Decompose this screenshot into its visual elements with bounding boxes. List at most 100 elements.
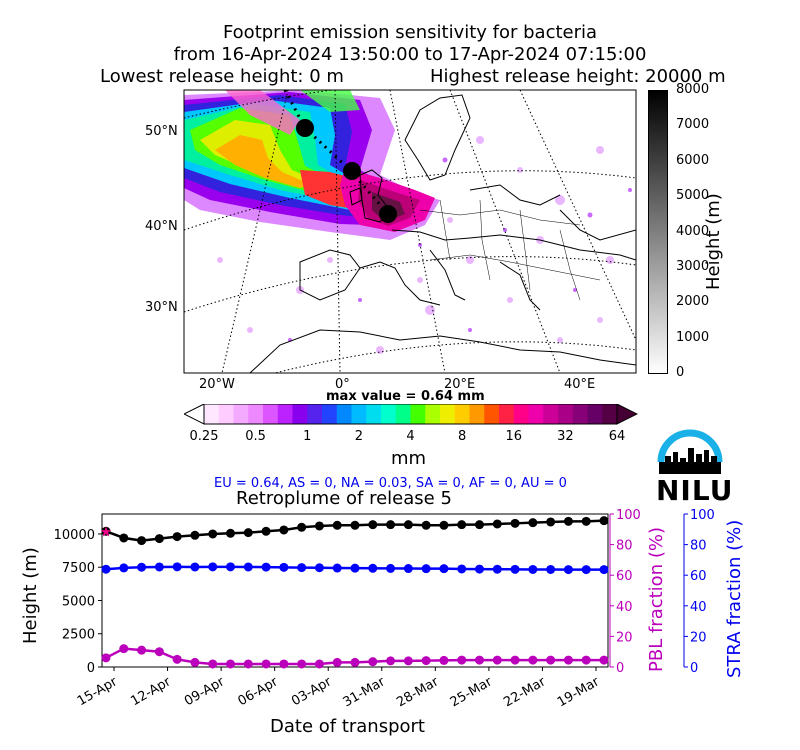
- series-point-0: [208, 529, 218, 539]
- series-point-2: [368, 657, 378, 667]
- ytick-stra-label: 0: [690, 661, 698, 676]
- series-point-1: [492, 564, 502, 574]
- series-point-1: [314, 563, 324, 573]
- series-point-0: [457, 520, 467, 530]
- series-point-0: [599, 516, 609, 526]
- height-colorbar: [648, 90, 668, 374]
- emission-tick-label: 16: [505, 429, 523, 444]
- series-point-2: [172, 654, 182, 664]
- series-point-1: [528, 564, 538, 574]
- height-tick-label: 1000: [676, 329, 710, 345]
- series-point-0: [528, 518, 538, 528]
- series-point-2: [332, 657, 342, 667]
- emission-tick-label: 64: [608, 429, 626, 444]
- series-point-1: [581, 565, 591, 575]
- series-point-2: [119, 644, 129, 654]
- series-point-0: [350, 520, 360, 530]
- series-point-1: [119, 563, 129, 573]
- series-point-0: [297, 522, 307, 532]
- ytick-pbl-label: 80: [616, 539, 633, 554]
- nilu-logo-icon: [657, 429, 723, 474]
- series-point-1: [421, 564, 431, 574]
- series-point-1: [563, 565, 573, 575]
- ytick-left-label: 5000: [62, 594, 95, 609]
- series-point-2: [457, 655, 467, 665]
- series-point-2: [208, 659, 218, 669]
- series-point-0: [119, 533, 129, 543]
- ytick-left-label: 10000: [54, 528, 95, 543]
- series-point-1: [297, 563, 307, 573]
- series-point-1: [510, 564, 520, 574]
- emission-tick-label: 0.25: [189, 429, 219, 444]
- chart-plot-area: [101, 513, 609, 668]
- series-point-0: [261, 526, 271, 536]
- xtick-label: 31-Mar: [341, 674, 389, 710]
- ytick-stra-label: 100: [690, 508, 715, 523]
- series-point-0: [581, 516, 591, 526]
- series-point-0: [386, 520, 396, 530]
- height-tick-label: 3000: [676, 258, 710, 274]
- series-point-1: [457, 564, 467, 574]
- series-point-1: [101, 564, 111, 574]
- height-tick-label: 5000: [676, 188, 710, 204]
- series-point-0: [563, 516, 573, 526]
- series-point-2: [137, 645, 147, 655]
- series-point-0: [279, 525, 289, 535]
- ytick-left-label: 2500: [62, 628, 95, 643]
- lon-label-0: 0°: [335, 377, 350, 392]
- series-point-2: [261, 659, 271, 669]
- series-point-1: [279, 562, 289, 572]
- series-point-1: [475, 564, 484, 574]
- series-point-0: [439, 520, 449, 530]
- series-point-1: [172, 562, 182, 572]
- ytick-pbl-label: 0: [616, 661, 624, 676]
- series-point-2: [350, 657, 360, 667]
- height-tick-label: 0: [676, 365, 685, 380]
- emission-tick-label: 32: [557, 429, 574, 444]
- series-point-1: [386, 563, 396, 573]
- series-point-2: [546, 655, 556, 665]
- ytick-stra-label: 20: [690, 630, 707, 645]
- series-point-0: [475, 520, 484, 530]
- series-point-2: [190, 657, 200, 667]
- emission-tick-label: 8: [457, 429, 467, 444]
- series-point-2: [226, 659, 235, 669]
- chart-xlabel: Date of transport: [270, 716, 425, 737]
- height-tick-label: 8000: [676, 82, 710, 97]
- ytick-left-label: 7500: [62, 561, 95, 576]
- series-point-2: [492, 655, 502, 665]
- series-point-0: [172, 532, 182, 542]
- series-point-2: [154, 647, 164, 657]
- xtick-label: 25-Mar: [448, 674, 496, 710]
- xtick-label: 12-Apr: [128, 674, 174, 709]
- ytick-pbl-label: 40: [616, 600, 633, 615]
- release-star-icon: ★: [100, 524, 113, 540]
- xtick-label: 22-Mar: [501, 674, 549, 710]
- series-point-0: [226, 528, 235, 538]
- lat-label-50: 50°N: [145, 124, 178, 139]
- series-point-0: [190, 530, 200, 540]
- ytick-stra-label: 40: [690, 600, 707, 615]
- series-point-0: [314, 521, 324, 531]
- height-tick-label: 4000: [676, 223, 710, 239]
- series-point-0: [243, 528, 253, 538]
- ytick-stra-label: 80: [690, 539, 707, 554]
- series-point-1: [368, 563, 378, 573]
- series-point-2: [101, 653, 111, 663]
- series-point-1: [226, 562, 235, 572]
- series-point-0: [154, 534, 164, 544]
- series-point-1: [439, 564, 449, 574]
- emission-tick-label: 1: [303, 429, 312, 444]
- ytick-stra-label: 60: [690, 569, 707, 584]
- region-fractions: EU = 0.64, AS = 0, NA = 0.03, SA = 0, AF…: [214, 476, 567, 491]
- emission-tick-label: 2: [354, 429, 364, 444]
- xtick-label: 28-Mar: [394, 674, 442, 710]
- emission-colorbar-unit: mm: [391, 448, 427, 469]
- series-point-0: [421, 520, 431, 530]
- ytick-left-label: 0: [87, 661, 95, 676]
- series-point-0: [137, 536, 147, 546]
- series-point-1: [599, 565, 609, 575]
- series-point-0: [101, 526, 111, 536]
- emission-tick-label: 4: [406, 429, 415, 444]
